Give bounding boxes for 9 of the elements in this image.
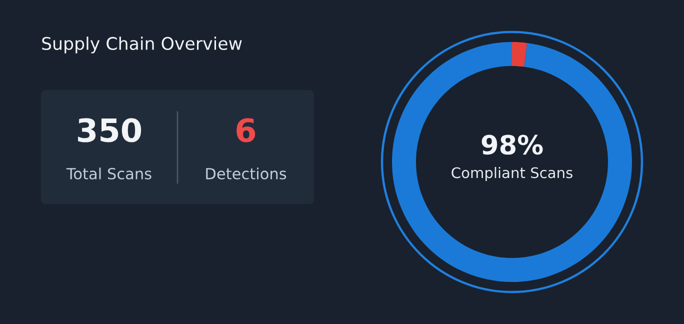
text: 6 [236,118,256,142]
text: Supply Chain Overview [42,36,242,54]
donut-slice [392,42,632,282]
text: Total Scans [66,168,152,180]
text: 350 [78,118,142,142]
data-label: 98% [482,134,543,155]
donut-slice [512,42,528,67]
slice-label: Compliant Scans [452,166,572,182]
text: Detections [206,168,286,180]
